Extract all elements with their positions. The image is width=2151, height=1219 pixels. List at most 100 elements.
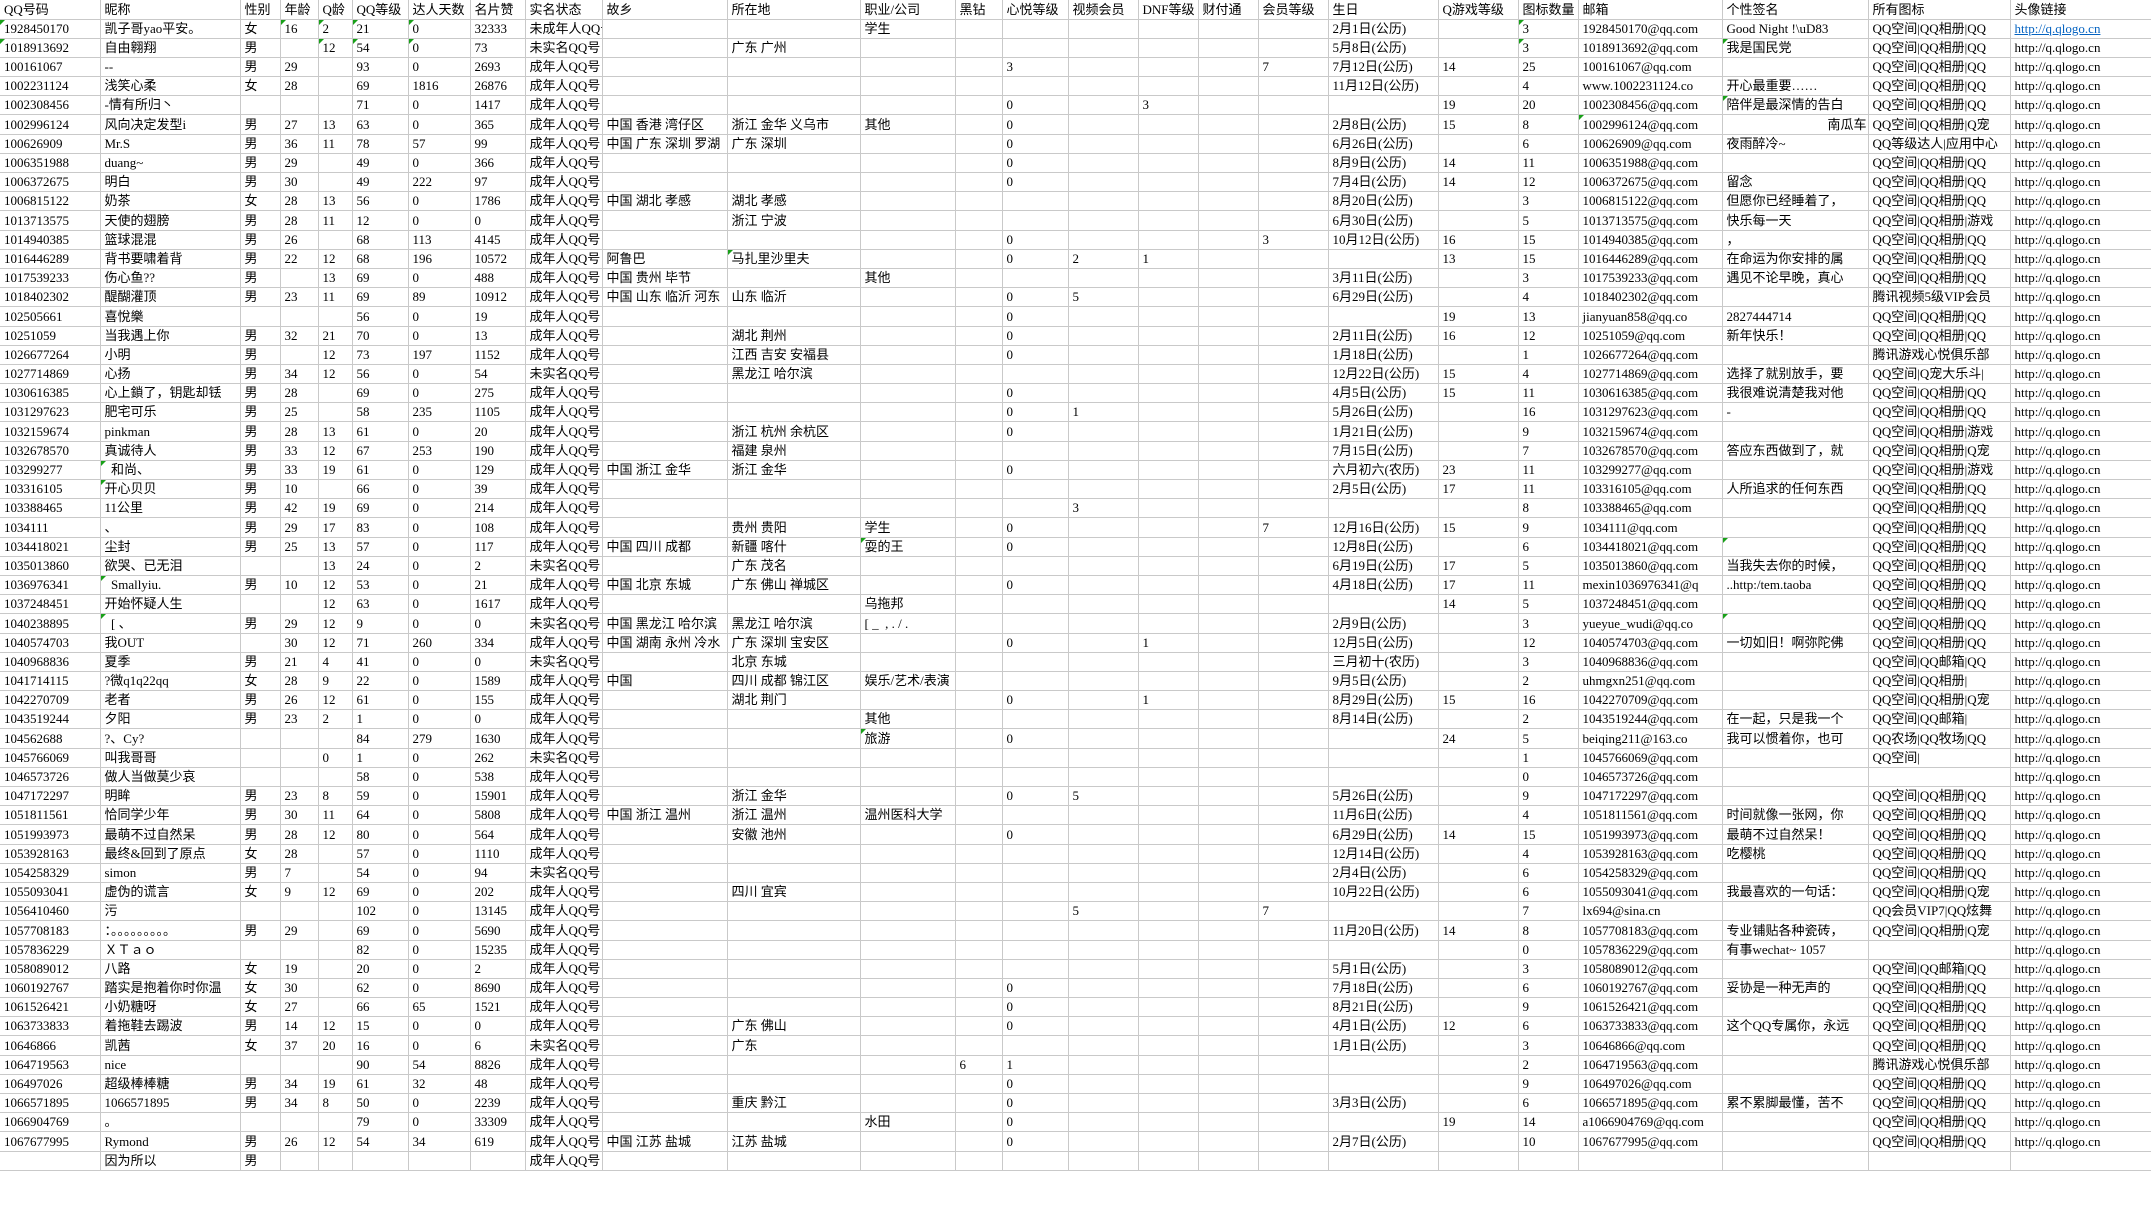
cell-likes[interactable]: 5808 (470, 805, 526, 826)
cell-birthday[interactable] (1328, 498, 1439, 519)
cell-signature[interactable]: 遇见不论早晚，真心 (1722, 268, 1869, 289)
cell-dnf[interactable] (1138, 805, 1199, 826)
cell-qgame[interactable]: 14 (1438, 920, 1519, 941)
cell-level[interactable]: 79 (352, 1112, 409, 1133)
cell-daren[interactable] (408, 1151, 471, 1171)
cell-age[interactable]: 29 (280, 613, 319, 634)
cell-sex[interactable]: 女 (240, 191, 281, 212)
cell-signature[interactable]: 我最喜欢的一句话： (1722, 882, 1869, 903)
cell-job[interactable] (860, 383, 956, 404)
cell-caifutong[interactable] (1198, 441, 1259, 461)
cell-dnf[interactable] (1138, 728, 1199, 749)
cell-job[interactable]: 其他 (860, 114, 956, 135)
cell-realname[interactable]: 成年人QQ号 (525, 114, 603, 135)
cell-level[interactable]: 1 (352, 709, 409, 730)
cell-icons[interactable]: QQ空间|QQ相册|QQ (1868, 306, 2011, 327)
cell-heizuan[interactable] (955, 114, 1003, 135)
cell-level[interactable]: 66 (352, 479, 409, 500)
cell-realname[interactable]: 未实名QQ号 (525, 38, 603, 58)
cell-qage[interactable]: 19 (318, 1074, 353, 1095)
cell-level[interactable]: 68 (352, 230, 409, 250)
cell-age[interactable] (280, 306, 319, 327)
cell-video[interactable]: 1 (1068, 402, 1139, 423)
cell-vip[interactable] (1258, 556, 1329, 576)
cell-video[interactable] (1068, 1035, 1139, 1056)
cell-vip[interactable]: 7 (1258, 57, 1329, 78)
cell-vip[interactable] (1258, 767, 1329, 788)
cell-qq[interactable]: 1040574703 (0, 633, 101, 653)
cell-sex[interactable]: 男 (240, 575, 281, 596)
cell-job[interactable] (860, 556, 956, 576)
cell-caifutong[interactable] (1198, 1016, 1259, 1037)
cell-qgame[interactable] (1438, 633, 1519, 653)
cell-icons[interactable]: QQ空间|QQ相册|QQ (1868, 978, 2011, 999)
cell-icons[interactable]: QQ空间|QQ相册|QQ (1868, 786, 2011, 807)
cell-icon_count[interactable]: 3 (1518, 38, 1579, 58)
cell-vip[interactable] (1258, 633, 1329, 653)
cell-email[interactable]: 1045766069@qq.com (1578, 748, 1723, 768)
cell-vip[interactable] (1258, 153, 1329, 174)
cell-email[interactable]: mexin1036976341@q (1578, 575, 1723, 596)
cell-email[interactable]: 1064719563@qq.com (1578, 1055, 1723, 1075)
cell-hometown[interactable] (602, 652, 728, 672)
cell-qage[interactable]: 12 (318, 633, 353, 653)
cell-birthday[interactable]: 11月20日(公历) (1328, 920, 1439, 941)
cell-icons[interactable]: QQ等级达人|应用中心 (1868, 134, 2011, 154)
cell-hometown[interactable] (602, 421, 728, 442)
cell-qgame[interactable]: 15 (1438, 364, 1519, 385)
cell-nick[interactable]: 恰同学少年 (100, 805, 241, 826)
cell-caifutong[interactable] (1198, 210, 1259, 231)
cell-sex[interactable]: 女 (240, 1035, 281, 1056)
cell-heizuan[interactable] (955, 748, 1003, 768)
cell-location[interactable]: 江西 吉安 安福县 (727, 345, 861, 365)
cell-dnf[interactable] (1138, 441, 1199, 461)
cell-hometown[interactable] (602, 959, 728, 979)
cell-avatar[interactable]: http://q.qlogo.cn (2010, 134, 2151, 154)
cell-level[interactable]: 58 (352, 402, 409, 423)
cell-nick[interactable]: 欲哭、已无泪 (100, 556, 241, 576)
cell-qgame[interactable] (1438, 19, 1519, 39)
cell-likes[interactable]: 275 (470, 383, 526, 404)
cell-xinyue[interactable]: 0 (1002, 786, 1069, 807)
cell-email[interactable]: 1057836229@qq.com (1578, 940, 1723, 960)
cell-realname[interactable]: 未实名QQ号 (525, 748, 603, 768)
cell-icon_count[interactable]: 16 (1518, 402, 1579, 423)
cell-xinyue[interactable] (1002, 38, 1069, 58)
cell-qq[interactable]: 100626909 (0, 134, 101, 154)
cell-sex[interactable]: 男 (240, 920, 281, 941)
cell-job[interactable]: 其他 (860, 268, 956, 289)
cell-qage[interactable]: 12 (318, 594, 353, 615)
cell-xinyue[interactable]: 0 (1002, 517, 1069, 538)
cell-vip[interactable] (1258, 882, 1329, 903)
cell-hometown[interactable] (602, 95, 728, 116)
cell-sex[interactable]: 男 (240, 364, 281, 385)
cell-video[interactable] (1068, 364, 1139, 385)
cell-icon_count[interactable]: 13 (1518, 306, 1579, 327)
cell-nick[interactable]: 超级棒棒糖 (100, 1074, 241, 1095)
cell-likes[interactable]: 13 (470, 326, 526, 346)
cell-daren[interactable]: 0 (408, 1093, 471, 1114)
cell-dnf[interactable] (1138, 652, 1199, 672)
cell-birthday[interactable]: 5月26日(公历) (1328, 402, 1439, 423)
cell-qq[interactable]: 1066571895 (0, 1093, 101, 1114)
cell-nick[interactable]: 我OUT (100, 633, 241, 653)
cell-age[interactable]: 16 (280, 19, 319, 39)
cell-xinyue[interactable] (1002, 498, 1069, 519)
cell-qage[interactable]: 12 (318, 38, 353, 58)
cell-likes[interactable]: 19 (470, 306, 526, 327)
cell-sex[interactable]: 男 (240, 172, 281, 193)
cell-caifutong[interactable] (1198, 1093, 1259, 1114)
cell-icons[interactable]: QQ空间|QQ相册|QQ (1868, 1131, 2011, 1152)
cell-signature[interactable]: 我很难说清楚我对他 (1722, 383, 1869, 404)
cell-heizuan[interactable] (955, 345, 1003, 365)
cell-qgame[interactable] (1438, 748, 1519, 768)
cell-qage[interactable] (318, 863, 353, 883)
cell-signature[interactable]: 我是国民党 (1722, 38, 1869, 58)
cell-qage[interactable] (318, 978, 353, 999)
cell-daren[interactable]: 0 (408, 191, 471, 212)
cell-qgame[interactable]: 15 (1438, 383, 1519, 404)
cell-video[interactable] (1068, 517, 1139, 538)
cell-sex[interactable] (240, 901, 281, 922)
cell-qage[interactable] (318, 230, 353, 250)
cell-age[interactable]: 27 (280, 114, 319, 135)
